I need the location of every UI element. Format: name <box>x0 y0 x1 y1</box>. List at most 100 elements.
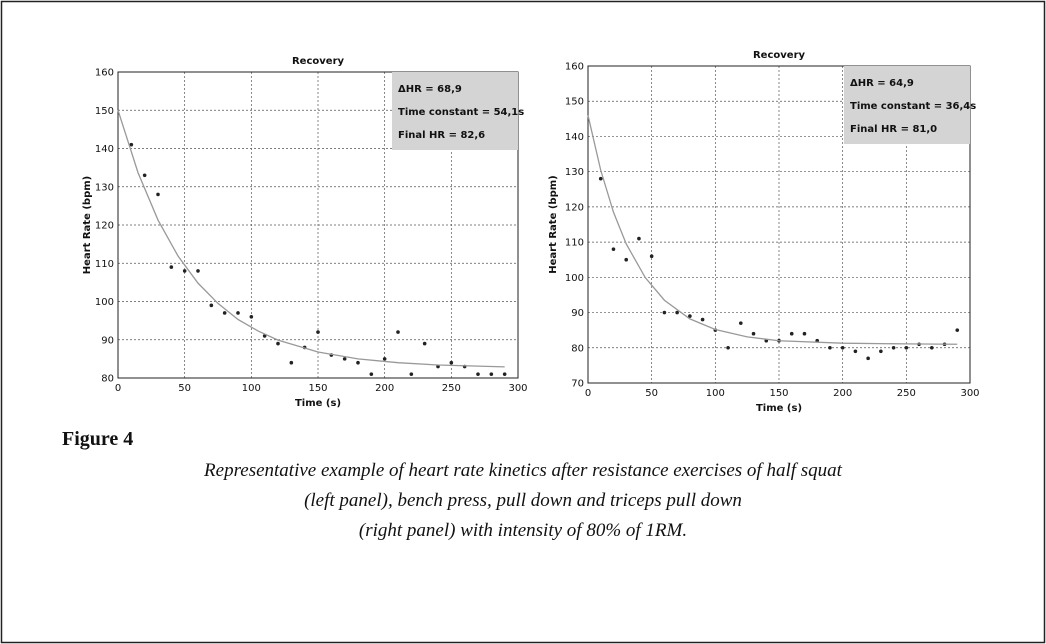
data-point <box>662 310 667 315</box>
data-point <box>930 345 934 350</box>
data-point <box>955 328 960 332</box>
y-tick-label: 130 <box>565 167 584 178</box>
caption-line: (left panel), bench press, pull down and… <box>304 490 742 511</box>
y-tick-label: 140 <box>95 144 114 155</box>
data-point <box>751 331 756 336</box>
y-tick-label: 80 <box>571 343 584 354</box>
axes-frame <box>587 65 971 384</box>
x-tick-label: 200 <box>833 388 852 399</box>
caption-line: Representative example of heart rate kin… <box>203 460 843 481</box>
data-point <box>598 176 603 181</box>
data-point <box>409 372 414 376</box>
data-point <box>289 360 294 365</box>
x-tick-label: 250 <box>442 383 461 394</box>
y-tick-label: 150 <box>95 106 114 117</box>
y-tick-label: 160 <box>565 62 584 73</box>
annotation: ΔHR = 68,9 <box>398 84 462 95</box>
annotation: Time constant = 54,1s <box>398 107 524 118</box>
data-point <box>904 345 909 350</box>
data-point <box>879 349 883 354</box>
data-point <box>182 269 187 273</box>
annotation: Final HR = 81,0 <box>850 124 937 135</box>
data-point <box>129 142 134 147</box>
x-tick-label: 100 <box>706 388 725 399</box>
y-tick-label: 140 <box>565 132 584 143</box>
data-point <box>396 330 400 334</box>
data-point <box>369 372 374 376</box>
y-tick-label: 70 <box>571 379 584 390</box>
y-tick-label: 110 <box>95 259 114 270</box>
data-point <box>156 192 160 197</box>
data-point <box>611 247 616 251</box>
data-point <box>356 360 360 365</box>
annotation: ΔHR = 64,9 <box>850 78 914 89</box>
data-point <box>422 341 427 346</box>
data-point <box>382 357 387 361</box>
y-tick-label: 150 <box>565 97 584 108</box>
data-point <box>236 311 240 315</box>
data-point <box>637 236 641 241</box>
annotation: Time constant = 36,4s <box>850 101 976 112</box>
x-axis-label: Time (s) <box>295 398 341 409</box>
data-point <box>688 314 692 318</box>
y-tick-label: 130 <box>95 182 114 193</box>
x-tick-label: 50 <box>645 388 658 399</box>
x-tick-label: 300 <box>960 388 979 399</box>
data-point <box>866 356 870 361</box>
x-tick-label: 0 <box>115 383 121 394</box>
data-point <box>222 311 227 315</box>
y-tick-label: 120 <box>95 221 114 232</box>
data-point <box>828 345 832 350</box>
data-point <box>649 254 654 258</box>
y-tick-label: 80 <box>101 374 114 385</box>
y-tick-label: 120 <box>565 202 584 213</box>
annotation-box <box>844 66 970 144</box>
data-point <box>739 321 743 325</box>
x-tick-label: 50 <box>178 383 191 394</box>
figure-label: Figure 4 <box>62 428 133 450</box>
x-axis-label: Time (s) <box>756 403 802 414</box>
x-tick-label: 200 <box>375 383 394 394</box>
fit-curve <box>117 110 505 368</box>
data-point <box>276 341 280 346</box>
data-point <box>209 303 214 308</box>
data-point <box>316 330 320 334</box>
x-tick-label: 0 <box>585 388 591 399</box>
data-point <box>342 357 347 361</box>
data-point <box>840 345 845 350</box>
data-point <box>196 269 200 273</box>
data-point <box>502 372 507 376</box>
annotation: Final HR = 82,6 <box>398 130 485 141</box>
chart-title: Recovery <box>753 50 806 61</box>
y-tick-label: 90 <box>101 335 114 346</box>
data-point <box>789 331 794 336</box>
data-point <box>449 360 454 365</box>
x-tick-label: 300 <box>508 383 527 394</box>
y-tick-label: 100 <box>565 273 584 284</box>
annotation-box <box>392 72 518 150</box>
y-tick-label: 100 <box>95 297 114 308</box>
y-axis-label: Heart Rate (bpm) <box>82 176 93 274</box>
x-tick-label: 150 <box>769 388 788 399</box>
data-point <box>624 257 628 262</box>
x-tick-label: 250 <box>897 388 916 399</box>
y-tick-label: 110 <box>565 238 584 249</box>
data-point <box>489 372 494 376</box>
x-tick-label: 100 <box>242 383 261 394</box>
data-point <box>726 345 730 350</box>
chart-title: Recovery <box>292 56 345 67</box>
data-point <box>249 315 254 319</box>
data-point <box>700 317 705 322</box>
data-point <box>675 310 679 315</box>
data-point <box>169 265 174 269</box>
y-tick-label: 90 <box>571 308 584 319</box>
y-axis-label: Heart Rate (bpm) <box>548 175 559 273</box>
caption-line: (right panel) with intensity of 80% of 1… <box>359 520 687 541</box>
data-point <box>853 349 858 354</box>
x-tick-label: 150 <box>308 383 327 394</box>
y-tick-label: 160 <box>95 68 114 79</box>
fit-curve <box>587 115 958 345</box>
axes-frame <box>117 71 519 379</box>
